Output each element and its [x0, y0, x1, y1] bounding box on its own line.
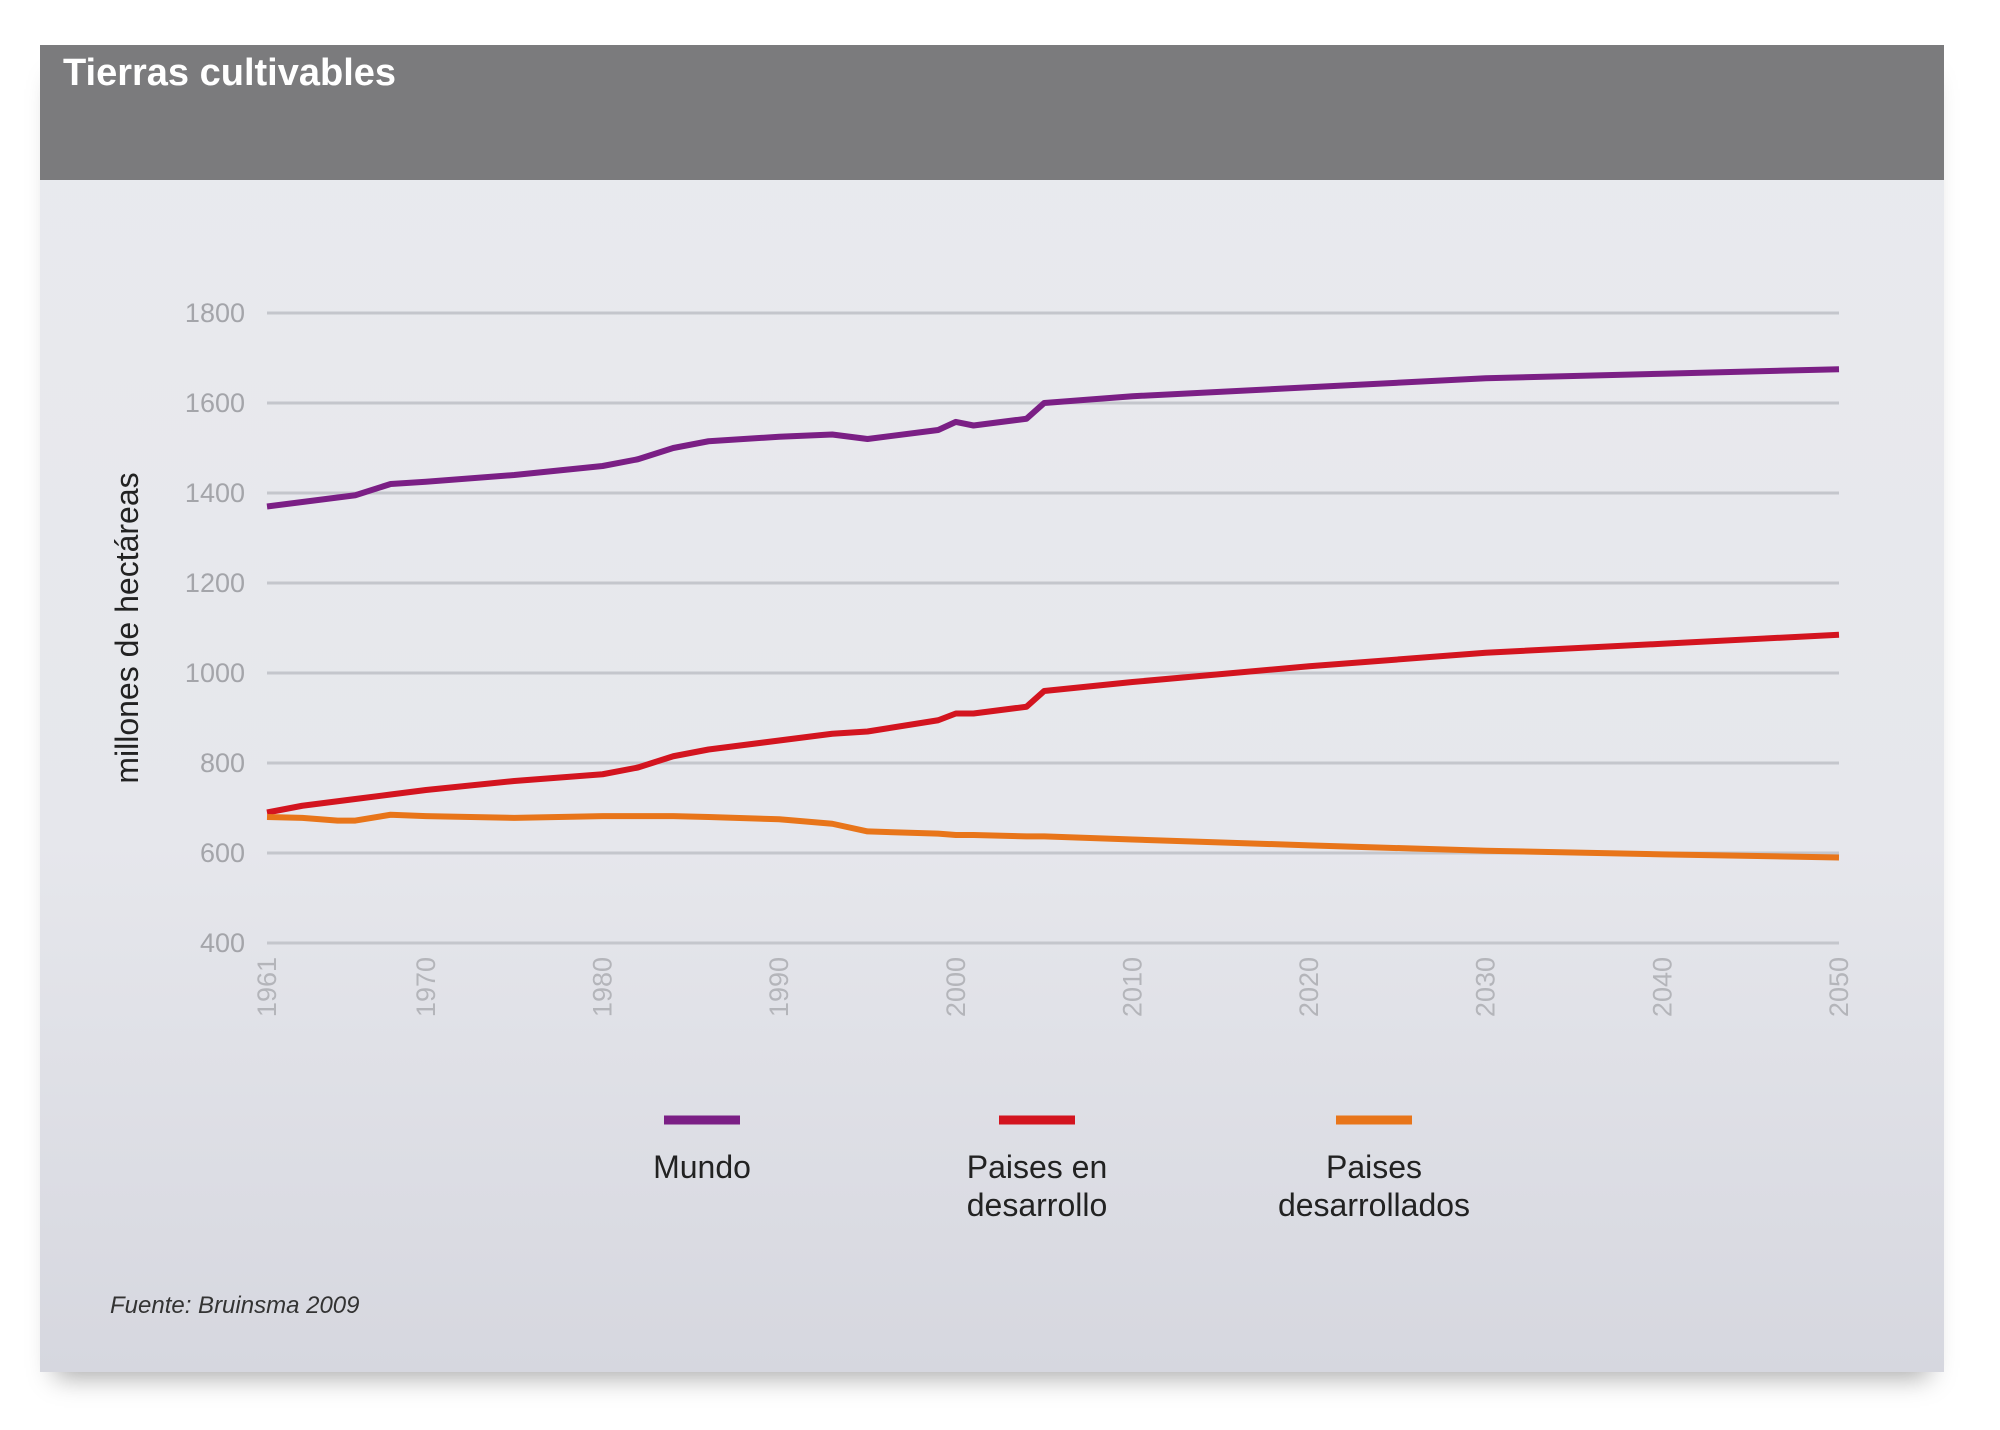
x-tick-label: 2020	[1294, 957, 1324, 1017]
y-tick-label: 1600	[185, 388, 245, 418]
legend-label: Mundo	[653, 1149, 751, 1185]
line	[266, 366, 1840, 510]
x-tick-label: 2050	[1824, 957, 1854, 1017]
y-tick-label: 800	[200, 748, 245, 778]
panel	[40, 45, 1944, 1372]
y-tick-label: 1200	[185, 568, 245, 598]
header	[40, 45, 1944, 180]
legend-label: Paises en desarrollo	[966, 1149, 1108, 1223]
x-tick-label: 1980	[588, 957, 618, 1017]
y-tick-label: 1400	[185, 478, 245, 508]
x-tick-label: 1990	[764, 957, 794, 1017]
x-tick-label: 2030	[1471, 957, 1501, 1017]
y-tick-label: 1000	[185, 658, 245, 688]
y-tick-label: 400	[200, 928, 245, 958]
chart-title: Tierras cultivables	[63, 52, 397, 94]
x-tick-label: 2010	[1117, 957, 1147, 1017]
legend-label: Paises desarrollados	[1277, 1149, 1471, 1223]
x-tick-label: 2040	[1647, 957, 1677, 1017]
y-tick-label: 1800	[185, 298, 245, 328]
x-tick-label: 1970	[411, 957, 441, 1017]
y-tick-label: 600	[200, 838, 245, 868]
x-tick-label: 1961	[252, 957, 282, 1017]
x-tick-label: 2000	[941, 957, 971, 1017]
source-note: Fuente: Bruinsma 2009	[110, 1292, 360, 1319]
line	[266, 631, 1840, 816]
line	[266, 811, 1840, 861]
y-axis-label: millones de hectáreas	[109, 472, 145, 783]
